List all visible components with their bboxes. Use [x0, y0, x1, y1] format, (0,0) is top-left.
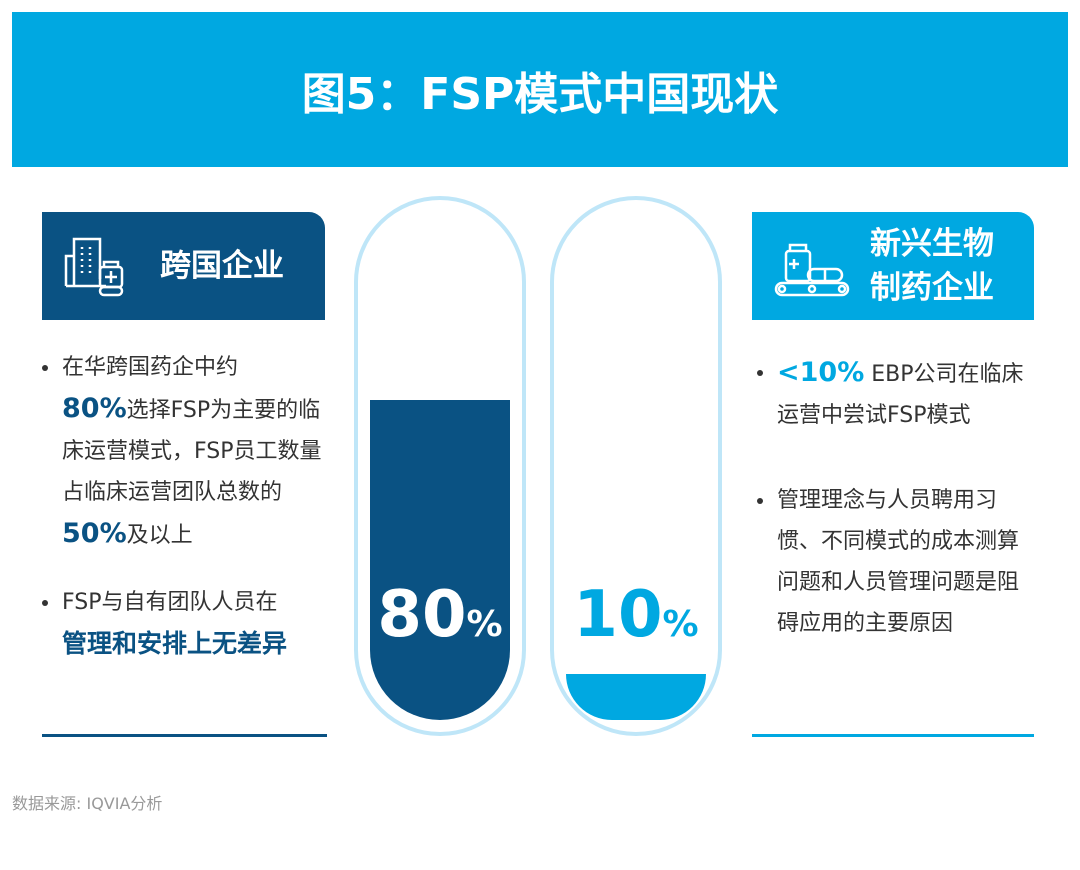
gauge-value: 80% [377, 578, 503, 652]
list-item: <10% EBP公司在临床运营中尝试FSP模式 [757, 352, 1032, 436]
building-medicine-icon [64, 237, 124, 297]
list-item: 在华跨国药企中约 80%选择FSP为主要的临床运营模式，FSP员工数量占临床运营团… [42, 347, 342, 556]
page-title: 图5：FSP模式中国现状 [301, 68, 779, 120]
title-banner: 图5：FSP模式中国现状 [12, 12, 1068, 167]
ebp-heading: 新兴生物 制药企业 [870, 226, 994, 306]
list-item: 管理理念与人员聘用习惯、不同模式的成本测算问题和人员管理问题是阻碍应用的主要原因 [757, 480, 1032, 644]
medicine-conveyor-icon [774, 243, 850, 297]
ebp-bullets: <10% EBP公司在临床运营中尝试FSP模式 管理理念与人员聘用习惯、不同模式… [757, 352, 1032, 670]
gauge-value: 10% [573, 578, 699, 652]
list-item: FSP与自有团队人员在 管理和安排上无差异 [42, 582, 342, 666]
gauge-fill [566, 674, 706, 720]
divider [42, 734, 327, 737]
gauge-ebp: 10% [550, 196, 722, 736]
mnc-heading: 跨国企业 [160, 248, 284, 284]
ebp-header: 新兴生物 制药企业 [752, 212, 1034, 320]
gauge-mnc: 80% [354, 196, 526, 736]
divider [752, 734, 1034, 737]
gauge-fill [370, 400, 510, 720]
source-note: 数据来源: IQVIA分析 [12, 794, 163, 813]
mnc-header: 跨国企业 [42, 212, 325, 320]
mnc-bullets: 在华跨国药企中约 80%选择FSP为主要的临床运营模式，FSP员工数量占临床运营团… [42, 347, 342, 692]
